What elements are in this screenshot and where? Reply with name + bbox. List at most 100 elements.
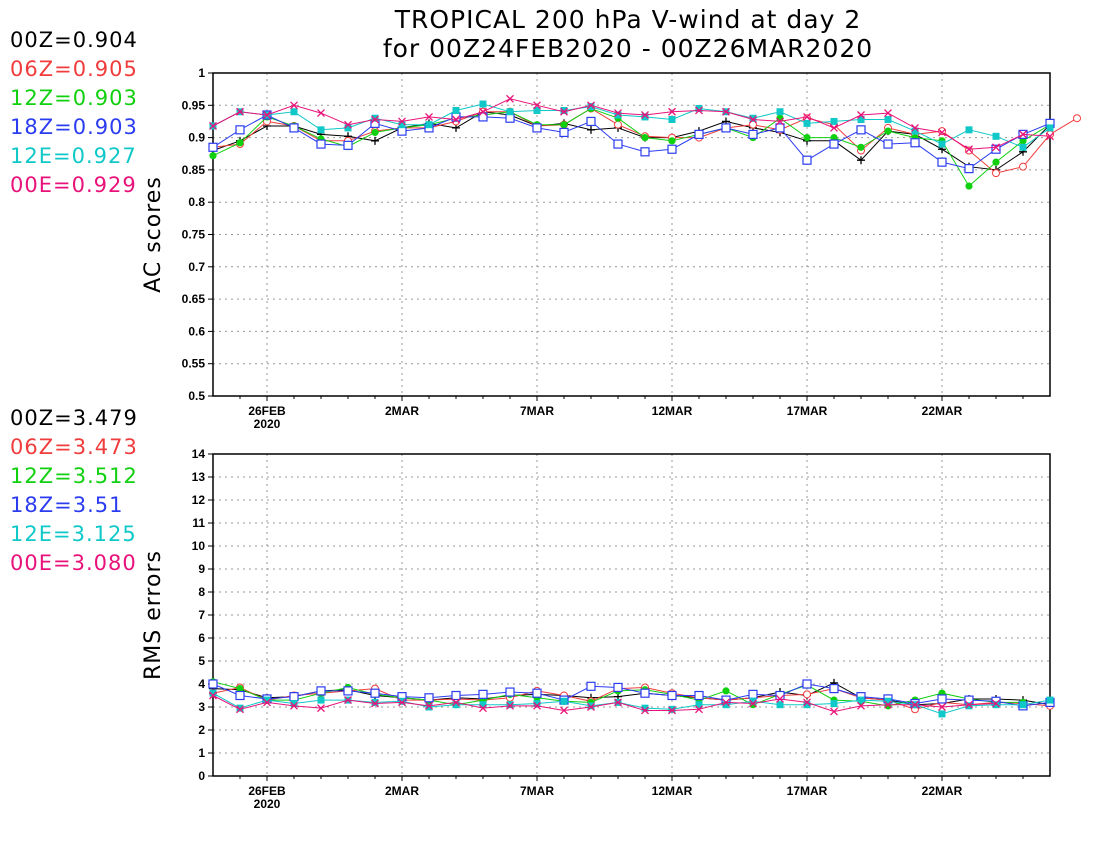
series-00E	[209, 691, 1000, 716]
series-12E	[209, 100, 1054, 151]
y-tick-label: 0.95	[182, 98, 206, 112]
y-tick-label: 0.6	[188, 324, 205, 338]
data-point-12E	[533, 106, 541, 114]
y-tick-label: 6	[198, 631, 205, 645]
data-point-12E	[587, 103, 595, 111]
x-tick-label: 26FEB	[248, 784, 286, 798]
y-tick-label: 13	[192, 470, 206, 484]
data-point-12Z	[1019, 137, 1027, 145]
data-point-12E	[425, 703, 433, 711]
data-point-18Z	[343, 686, 353, 696]
data-point-12E	[695, 105, 703, 113]
data-point-00E	[614, 109, 622, 118]
data-point-06Z	[614, 120, 622, 129]
data-point-00E	[884, 109, 892, 118]
plot-frame	[212, 453, 1051, 777]
data-point-18Z	[991, 144, 1001, 154]
data-point-00E	[1019, 130, 1027, 139]
legend-score-12E: 12E=3.125	[10, 522, 137, 546]
data-point-12E	[398, 697, 406, 705]
x-tick-label: 12MAR	[652, 404, 693, 418]
data-point-12Z	[560, 121, 568, 129]
data-point-12E	[317, 696, 325, 704]
series-18Z	[208, 679, 1055, 711]
data-point-00E	[398, 698, 406, 707]
data-point-12E	[695, 701, 703, 709]
data-point-00E	[344, 120, 352, 129]
y-tick-label: 0.55	[182, 357, 206, 371]
y-tick-label: 5	[198, 654, 205, 668]
data-point-00E	[965, 145, 973, 154]
series-line-18Z	[212, 114, 1051, 170]
data-point-00E	[911, 123, 919, 132]
data-point-18Z	[802, 679, 812, 689]
data-point-18Z	[316, 139, 326, 149]
data-point-12E	[560, 697, 568, 705]
data-point-18Z	[397, 126, 407, 136]
data-point-18Z	[640, 688, 650, 698]
ac-score-legend: 00Z=0.904 06Z=0.905 12Z=0.903 18Z=0.903 12E=…	[10, 28, 138, 197]
data-point-12E	[398, 121, 406, 129]
data-point-00Z	[587, 125, 595, 134]
data-point-12E	[344, 124, 352, 132]
y-tick-label: 0.65	[182, 292, 206, 306]
data-point-18Z	[370, 688, 380, 698]
data-point-06Z	[1019, 162, 1027, 171]
plot-frame	[212, 72, 1051, 397]
chart-title-line1: TROPICAL 200 hPa V-wind at day 2	[394, 5, 862, 34]
data-point-00E	[587, 101, 595, 110]
data-point-18Z	[613, 139, 623, 149]
y-tick-label: 2	[198, 723, 205, 737]
data-point-00E	[938, 703, 946, 711]
data-point-18Z	[694, 690, 704, 701]
data-point-00E	[425, 701, 433, 710]
data-point-00Z	[371, 136, 379, 145]
data-point-00E	[344, 696, 352, 705]
ac-scores-panel: 0.5 0.55 0.6 0.65 0.7 0.75 0.8 0.85 0.9 0.95 1 26FE…	[141, 66, 1081, 431]
data-point-12E	[560, 106, 568, 114]
data-point-12Z	[992, 158, 1000, 166]
y-tick-label: 0	[198, 769, 205, 783]
legend-score-18Z: 18Z=0.903	[10, 115, 138, 139]
data-point-12E	[911, 127, 919, 135]
x-tick-label: 12MAR	[652, 784, 693, 798]
series-12Z	[209, 104, 1054, 190]
data-point-12E	[938, 710, 946, 718]
data-point-12E	[965, 126, 973, 134]
data-point-18Z	[856, 125, 866, 135]
data-point-18Z	[235, 125, 245, 135]
data-point-00E	[371, 115, 379, 124]
data-point-12E	[830, 117, 838, 125]
x-tick-label: 7MAR	[520, 404, 554, 418]
x-tick-label: 2MAR	[385, 404, 419, 418]
data-point-12E	[830, 700, 838, 708]
y-tick-label: 1	[198, 66, 205, 80]
data-point-12E	[1046, 124, 1054, 132]
data-point-18Z	[451, 690, 461, 701]
data-point-00E	[209, 691, 217, 700]
data-point-00E	[587, 703, 595, 711]
y-tick-label: 7	[198, 608, 205, 622]
data-point-00E	[263, 111, 271, 119]
data-point-12E	[884, 116, 892, 124]
data-point-18Z	[802, 155, 812, 165]
data-point-12E	[641, 704, 649, 712]
data-point-00E	[830, 123, 838, 132]
series-00E	[209, 94, 1054, 154]
data-point-00E	[776, 694, 784, 703]
data-point-00E	[749, 115, 757, 124]
legend-score-00Z: 00Z=3.479	[10, 406, 138, 430]
data-point-18Z	[694, 129, 704, 139]
rms-error-legend: 00Z=3.479 06Z=3.473 12Z=3.512 18Z=3.51 12E=3…	[10, 406, 138, 575]
data-point-00E	[506, 701, 514, 710]
data-point-00E	[641, 706, 649, 715]
data-point-00E	[506, 94, 514, 103]
data-point-12E	[371, 698, 379, 706]
legend-score-00Z: 00Z=0.904	[10, 28, 138, 52]
data-point-18Z	[937, 157, 947, 167]
data-point-00E	[533, 701, 541, 710]
data-point-12E	[803, 119, 811, 127]
data-point-18Z	[505, 687, 515, 697]
data-point-12E	[884, 697, 892, 705]
data-point-18Z	[748, 129, 758, 139]
